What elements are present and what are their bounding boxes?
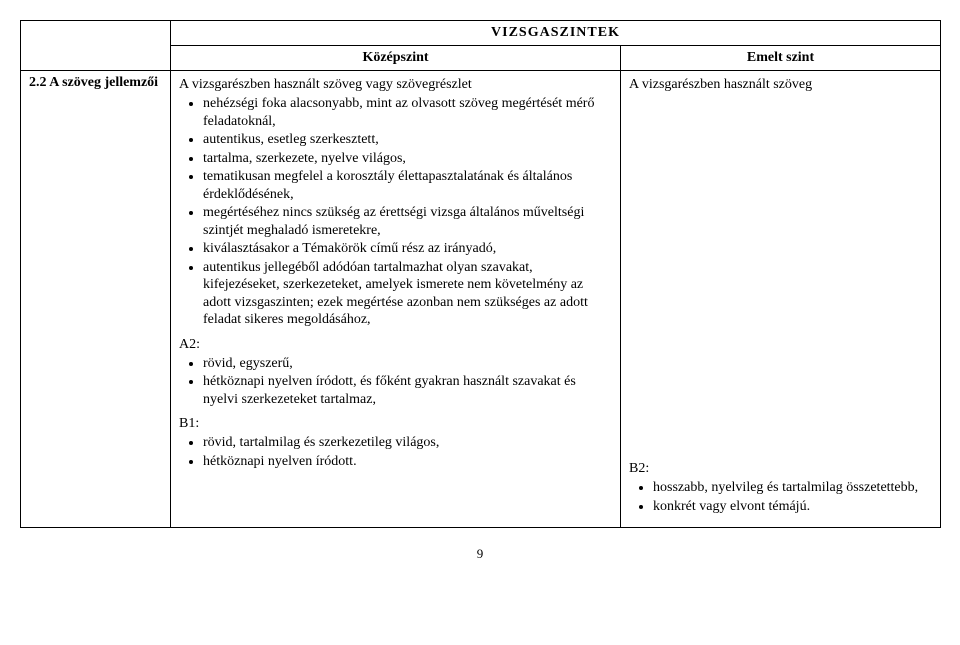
list-item: nehézségi foka alacsonyabb, mint az olva…: [203, 95, 612, 130]
list-item: kiválasztásakor a Témakörök című rész az…: [203, 240, 612, 258]
list-item: hétköznapi nyelven íródott.: [203, 453, 612, 471]
b2-label: B2:: [629, 461, 932, 477]
list-item: hétköznapi nyelven íródott, és főként gy…: [203, 373, 612, 408]
list-item: megértéséhez nincs szükség az érettségi …: [203, 204, 612, 239]
list-item: konkrét vagy elvont témájú.: [653, 498, 932, 516]
header-title: VIZSGASZINTEK: [171, 21, 941, 46]
mid-list: nehézségi foka alacsonyabb, mint az olva…: [179, 95, 612, 329]
header-row-1: VIZSGASZINTEK: [21, 21, 941, 46]
list-item: tematikusan megfelel a korosztály életta…: [203, 168, 612, 203]
mid-cell: A vizsgarészben használt szöveg vagy szö…: [171, 71, 621, 528]
b2-list: hosszabb, nyelvileg és tartalmilag össze…: [629, 479, 932, 515]
a2-list: rövid, egyszerű, hétköznapi nyelven íród…: [179, 355, 612, 409]
list-item: autentikus, esetleg szerkesztett,: [203, 131, 612, 149]
content-row: 2.2 A szöveg jellemzői A vizsgarészben h…: [21, 71, 941, 528]
right-cell: A vizsgarészben használt szöveg B2: hoss…: [621, 71, 941, 528]
b1-list: rövid, tartalmilag és szerkezetileg vilá…: [179, 434, 612, 470]
list-item: rövid, tartalmilag és szerkezetileg vilá…: [203, 434, 612, 452]
page-number: 9: [20, 546, 940, 562]
list-item: tartalma, szerkezete, nyelve világos,: [203, 150, 612, 168]
b1-label: B1:: [179, 416, 612, 432]
list-item: rövid, egyszerű,: [203, 355, 612, 373]
list-item: autentikus jellegéből adódóan tartalmazh…: [203, 259, 612, 329]
list-item: hosszabb, nyelvileg és tartalmilag össze…: [653, 479, 932, 497]
header-mid: Középszint: [171, 46, 621, 71]
mid-lead: A vizsgarészben használt szöveg vagy szö…: [179, 77, 612, 93]
header-right: Emelt szint: [621, 46, 941, 71]
header-empty: [21, 21, 171, 71]
right-lead: A vizsgarészben használt szöveg: [629, 77, 932, 93]
row-label: 2.2 A szöveg jellemzői: [21, 71, 171, 528]
a2-label: A2:: [179, 337, 612, 353]
exam-levels-table: VIZSGASZINTEK Középszint Emelt szint 2.2…: [20, 20, 941, 528]
